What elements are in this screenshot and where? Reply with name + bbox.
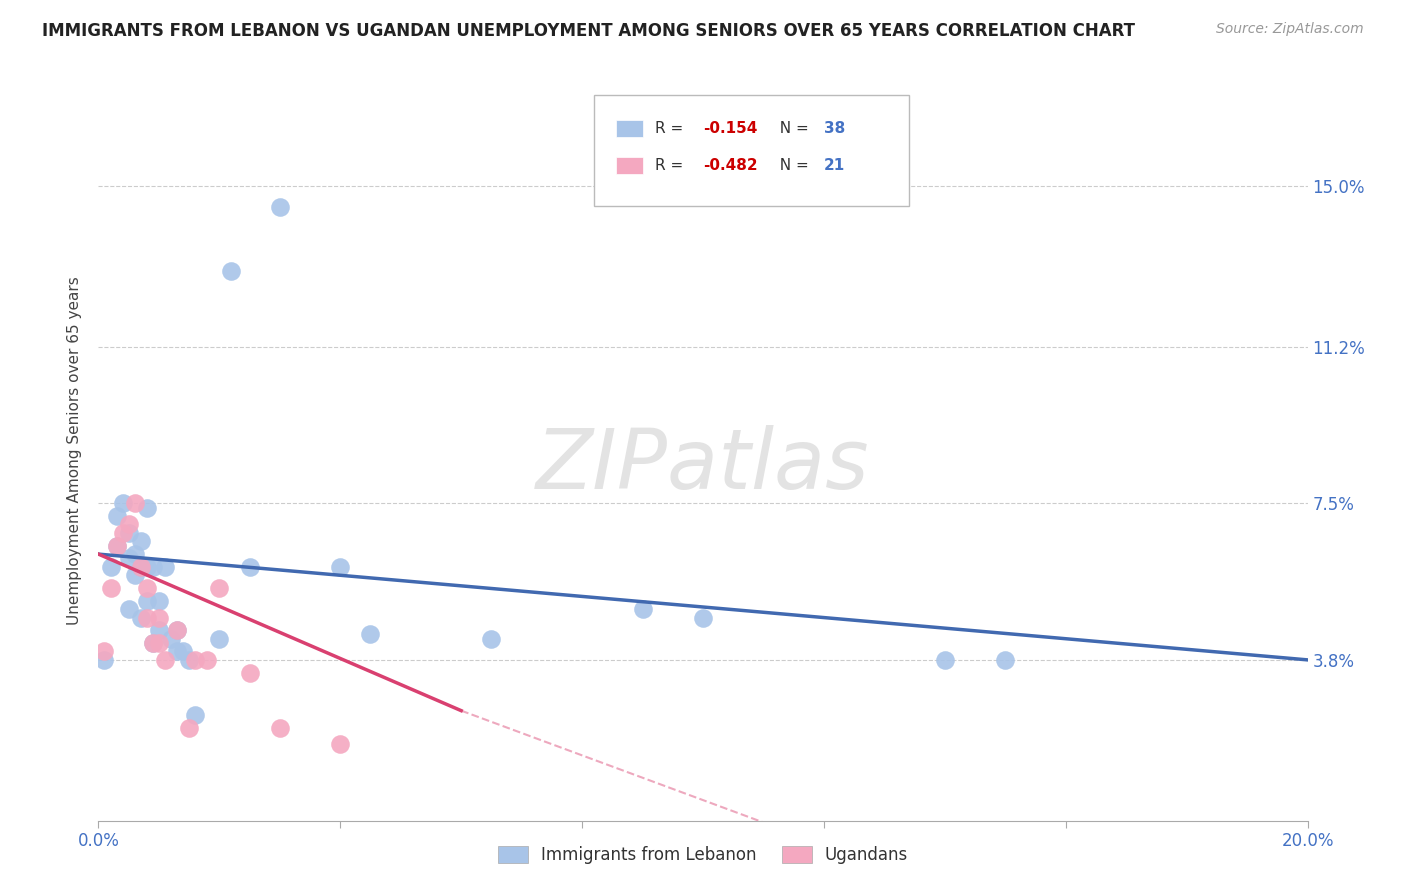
Point [148,593,170,607]
Point [239,559,262,574]
Y-axis label: Unemployment Among Seniors over 65 years: Unemployment Among Seniors over 65 years [67,277,83,624]
Point [184,653,207,667]
Point [135,559,157,574]
Point [329,738,352,752]
Point [135,593,157,607]
FancyBboxPatch shape [595,95,908,206]
Text: Source: ZipAtlas.com: Source: ZipAtlas.com [1216,22,1364,37]
Point [148,610,170,624]
Point [481,632,503,646]
Point [111,525,134,540]
Point [221,263,243,277]
Text: N =: N = [769,158,813,173]
Text: -0.154: -0.154 [703,121,758,136]
Point [111,496,134,510]
Point [118,602,141,616]
Text: R =: R = [655,121,688,136]
Point [124,568,146,582]
Point [105,509,128,524]
Point [208,581,231,595]
Point [124,547,146,561]
Text: IMMIGRANTS FROM LEBANON VS UGANDAN UNEMPLOYMENT AMONG SENIORS OVER 65 YEARS CORR: IMMIGRANTS FROM LEBANON VS UGANDAN UNEMP… [42,22,1135,40]
Point [148,624,170,638]
Text: -0.482: -0.482 [703,158,758,173]
Point [153,653,176,667]
Point [631,602,654,616]
Point [142,559,165,574]
Text: R =: R = [655,158,688,173]
Point [166,624,188,638]
Point [269,200,291,214]
Point [269,721,291,735]
Point [329,559,352,574]
Text: N =: N = [769,121,813,136]
Point [105,539,128,553]
Point [118,517,141,532]
Point [135,610,157,624]
Point [160,632,183,646]
Point [692,610,714,624]
Point [153,559,176,574]
Point [124,496,146,510]
Point [129,559,152,574]
Bar [616,157,643,174]
Point [100,581,122,595]
Point [118,525,141,540]
Text: 21: 21 [824,158,845,173]
Point [93,653,115,667]
Text: 38: 38 [824,121,845,136]
Point [994,653,1017,667]
Point [129,559,152,574]
Point [934,653,956,667]
Point [184,707,207,722]
Point [179,653,201,667]
Point [135,500,157,515]
Text: ZIPatlas: ZIPatlas [536,425,870,506]
Point [360,627,382,641]
Point [166,624,188,638]
Point [129,610,152,624]
Point [118,551,141,566]
Point [135,581,157,595]
Point [105,539,128,553]
Point [93,644,115,658]
Legend: Immigrants from Lebanon, Ugandans: Immigrants from Lebanon, Ugandans [498,846,908,864]
Point [239,665,262,680]
Point [172,644,194,658]
Point [166,644,188,658]
Point [208,632,231,646]
Bar [616,120,643,136]
Point [142,636,165,650]
Point [148,636,170,650]
Point [129,534,152,549]
Point [100,559,122,574]
Point [142,636,165,650]
Point [195,653,218,667]
Point [179,721,201,735]
